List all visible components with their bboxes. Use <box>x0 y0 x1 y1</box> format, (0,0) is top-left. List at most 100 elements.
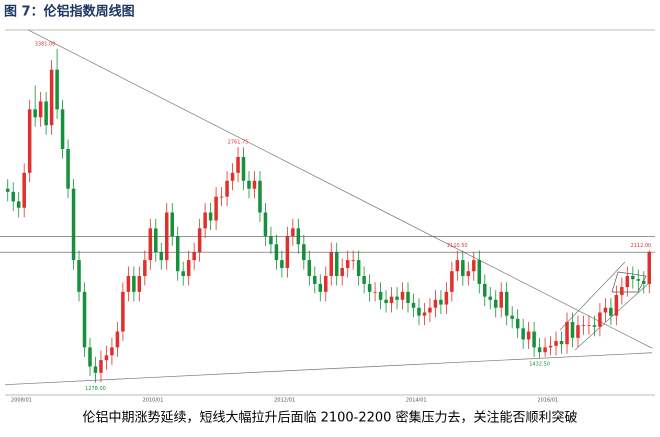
candle-body <box>22 172 26 208</box>
candle-body <box>493 299 498 308</box>
candle-body <box>433 299 438 308</box>
candle-body <box>620 287 624 296</box>
trend-line <box>27 30 652 349</box>
candle-body <box>60 109 65 150</box>
candle-body <box>170 212 174 237</box>
candle-body <box>603 307 608 313</box>
candle-body <box>110 347 114 356</box>
candle-body <box>307 260 312 276</box>
candle-body <box>143 260 147 276</box>
candle-body <box>318 283 323 292</box>
candle-body <box>313 275 317 284</box>
candle-body <box>581 325 586 326</box>
candle-body <box>422 312 427 316</box>
candle-body <box>49 69 54 126</box>
flag-pattern <box>611 271 647 293</box>
candle-body <box>417 307 421 316</box>
candle-body <box>132 275 136 292</box>
candle-body <box>280 260 284 269</box>
candle-body <box>115 331 120 348</box>
candle-body <box>230 172 235 181</box>
candle-body <box>38 101 43 118</box>
candle-body <box>570 322 575 338</box>
candle-body <box>488 296 493 300</box>
candle-body <box>559 341 564 345</box>
candle-body <box>428 307 432 313</box>
candle-body <box>483 283 487 297</box>
candle-body <box>373 291 377 293</box>
candle-body <box>175 236 180 272</box>
candle-body <box>99 360 103 373</box>
candle-body <box>521 328 525 340</box>
candle-body <box>614 295 619 316</box>
candle-body <box>389 296 394 303</box>
candle-body <box>351 260 355 261</box>
candle-body <box>82 291 87 348</box>
candle-body <box>455 260 460 272</box>
price-annotation: 2110.50 <box>447 243 468 249</box>
candle-body <box>543 347 547 353</box>
candle-body <box>548 345 553 348</box>
candle-body <box>236 156 240 173</box>
candle-body <box>329 252 333 276</box>
candle-body <box>269 236 273 245</box>
candle-body <box>154 228 158 253</box>
candle-body <box>219 196 224 198</box>
candle-body <box>499 291 503 308</box>
candle-body <box>186 260 191 276</box>
candle-body <box>526 331 531 340</box>
candle-body <box>258 180 262 213</box>
candle-body <box>66 149 70 189</box>
candle-body <box>565 322 569 345</box>
candle-body <box>263 212 268 237</box>
candle-body <box>208 212 213 221</box>
candle-body <box>356 260 361 276</box>
candle-body <box>225 180 229 197</box>
candle-body <box>247 180 251 189</box>
candle-body <box>137 275 142 292</box>
candle-body <box>647 252 652 284</box>
price-annotation: 3381.00 <box>35 41 56 47</box>
candle-body <box>587 325 591 326</box>
candle-body <box>504 291 509 316</box>
candle-body <box>93 366 98 373</box>
channel-line <box>574 281 651 351</box>
candle-body <box>598 312 602 327</box>
candle-body <box>159 252 164 261</box>
x-tick-label: 2010/01 <box>143 398 164 404</box>
x-tick-label: 2008/01 <box>11 398 32 404</box>
candle-body <box>340 268 344 276</box>
candle-body <box>631 275 635 280</box>
plot <box>5 30 652 386</box>
candle-body <box>642 280 646 284</box>
candle-body <box>148 228 153 261</box>
candle-body <box>121 291 125 332</box>
candle-body <box>33 109 37 118</box>
caption: 伦铝中期涨势延续，短线大幅拉升后面临 2100-2200 密集压力去，关注能否顺… <box>82 410 577 426</box>
candle-body <box>16 201 21 208</box>
candle-body <box>510 315 514 319</box>
candle-body <box>439 299 443 305</box>
candle-body <box>472 260 476 272</box>
candle-body <box>104 355 109 361</box>
candle-body <box>27 109 32 173</box>
x-tick-label: 2012/01 <box>274 398 295 404</box>
trend-line <box>5 352 652 386</box>
channel <box>559 261 651 351</box>
candle-body <box>291 228 295 237</box>
candle-body <box>5 188 10 192</box>
candle-body <box>367 283 372 292</box>
candle-body <box>345 260 350 269</box>
candle-body <box>88 347 92 367</box>
candle-body <box>576 325 580 338</box>
candle-body <box>362 275 366 284</box>
candle-body <box>477 260 482 284</box>
candle-body <box>334 252 339 276</box>
candle-body <box>241 156 246 181</box>
candle-body <box>411 302 416 308</box>
channel-line <box>559 261 626 331</box>
candle-body <box>55 69 59 110</box>
price-annotation: 1278.00 <box>85 386 106 392</box>
candle-body <box>554 341 558 346</box>
